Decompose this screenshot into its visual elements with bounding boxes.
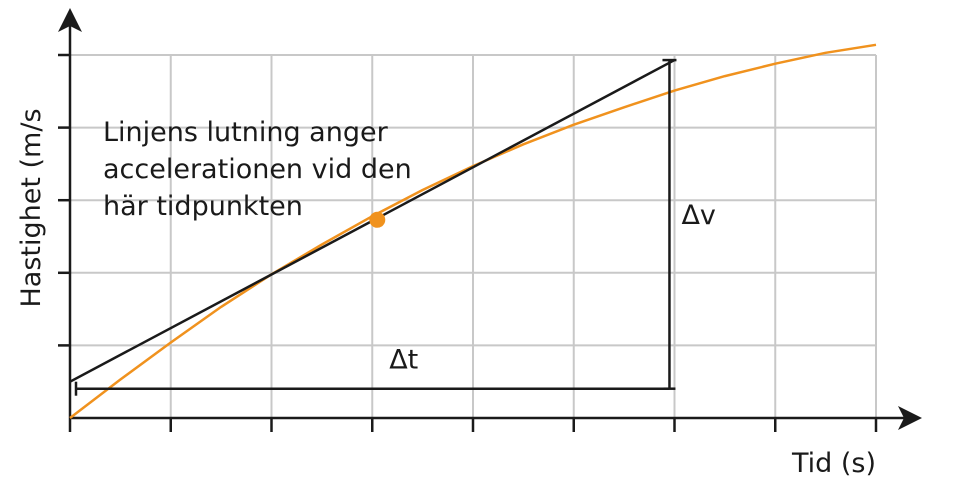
annotation-line-3: här tidpunkten [103, 191, 303, 222]
axis-ticks [58, 53, 878, 432]
y-axis-label: Hastighet (m/s [16, 108, 47, 307]
annotation-line-1: Linjens lutning anger [103, 117, 389, 148]
delta-v-label: Δv [681, 200, 715, 231]
y-axis-arrow [58, 8, 82, 32]
tangent-point [369, 211, 386, 228]
axes [58, 8, 922, 430]
annotation-line-2: accelerationen vid den [103, 154, 412, 185]
delta-t-label: Δt [389, 345, 418, 376]
grid [70, 54, 877, 418]
x-axis-label: Tid (s) [791, 448, 876, 479]
chart-marks [69, 43, 877, 419]
x-axis-arrow [898, 406, 922, 430]
